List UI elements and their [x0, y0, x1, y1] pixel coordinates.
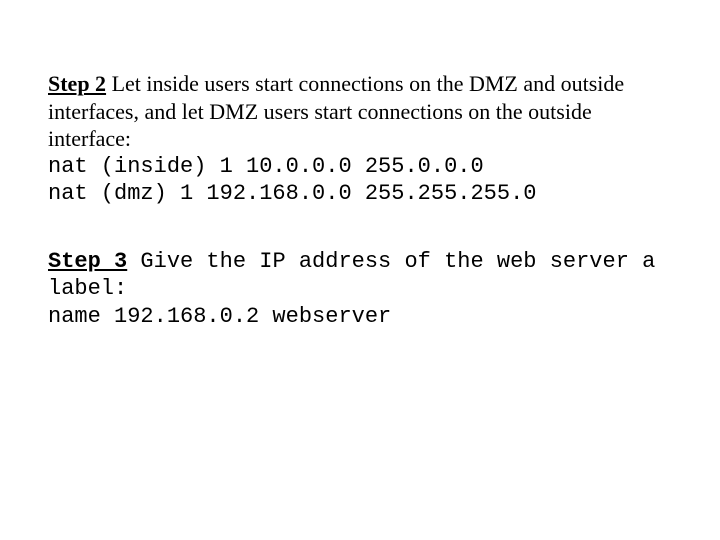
step-3-paragraph: Step 3 Give the IP address of the web se…	[48, 248, 672, 303]
step-2-block: Step 2 Let inside users start connection…	[48, 70, 672, 208]
step-2-code-line-2: nat (dmz) 1 192.168.0.0 255.255.255.0	[48, 180, 672, 208]
step-3-block: Step 3 Give the IP address of the web se…	[48, 248, 672, 331]
step-2-description: Let inside users start connections on th…	[48, 71, 624, 151]
step-2-label: Step 2	[48, 71, 106, 96]
step-2-paragraph: Step 2 Let inside users start connection…	[48, 70, 672, 153]
step-3-code-line-1: name 192.168.0.2 webserver	[48, 303, 672, 331]
step-3-description: Give the IP address of the web server a …	[48, 249, 655, 302]
step-3-label: Step 3	[48, 249, 127, 274]
step-2-code-line-1: nat (inside) 1 10.0.0.0 255.0.0.0	[48, 153, 672, 181]
